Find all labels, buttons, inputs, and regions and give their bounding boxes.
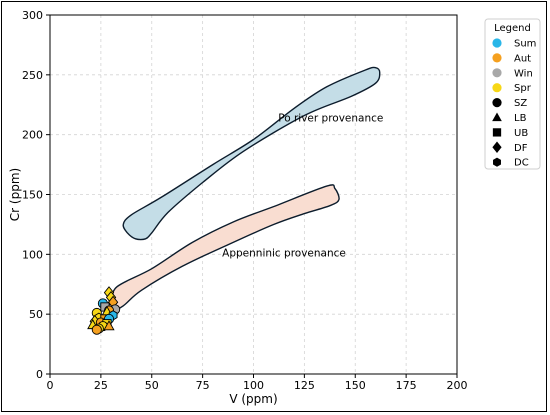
data-point xyxy=(103,320,115,331)
x-tick-label: 100 xyxy=(243,379,264,392)
legend-label: LB xyxy=(514,113,527,124)
legend-marker-ub xyxy=(492,128,502,137)
legend-label: Aut xyxy=(514,53,531,64)
provenance-regions xyxy=(104,66,381,313)
legend-label: SZ xyxy=(514,98,527,109)
x-tick-label: 0 xyxy=(47,379,54,392)
y-tick-label: 50 xyxy=(29,308,43,321)
x-tick-label: 200 xyxy=(447,379,468,392)
y-tick-label: 0 xyxy=(36,368,43,381)
x-tick-label: 25 xyxy=(94,379,108,392)
x-axis-label: V (ppm) xyxy=(229,392,277,406)
region-labels: Po river provenance Appenninic provenance xyxy=(222,113,383,260)
data-point xyxy=(91,324,102,335)
x-tick-label: 175 xyxy=(396,379,417,392)
region-label: Appenninic provenance xyxy=(222,248,346,260)
legend-marker-df xyxy=(492,141,502,154)
y-tick-label: 150 xyxy=(22,189,43,202)
axis-ticks: 0 25 50 75 100 125 150 175 200 0 50 100 150 200 250 300 xyxy=(22,9,468,392)
y-tick-label: 250 xyxy=(22,69,43,82)
legend-marker-sz xyxy=(492,98,502,108)
region-appenninic xyxy=(104,184,340,313)
x-tick-label: 125 xyxy=(294,379,315,392)
legend-marker-dc xyxy=(493,157,501,167)
legend-marker-win xyxy=(492,68,502,78)
data-points xyxy=(87,286,121,335)
legend-marker-lb xyxy=(492,112,502,122)
legend-label: DC xyxy=(514,158,529,169)
legend-marker-spr xyxy=(492,83,502,93)
legend-label: Sum xyxy=(514,39,536,50)
legend-title: Legend xyxy=(494,23,531,34)
x-tick-label: 150 xyxy=(345,379,366,392)
region-label: Po river provenance xyxy=(278,113,383,125)
legend-label: Spr xyxy=(514,83,532,94)
x-tick-label: 75 xyxy=(196,379,210,392)
legend-label: Win xyxy=(514,68,533,79)
legend-marker-sum xyxy=(492,38,502,48)
y-tick-label: 300 xyxy=(22,9,43,22)
legend: Legend Sum Aut Win Spr SZ LB UB DF DC xyxy=(484,18,541,170)
legend-marker-aut xyxy=(492,53,502,63)
region-po-river xyxy=(122,66,381,241)
legend-label: DF xyxy=(514,143,528,154)
x-tick-label: 50 xyxy=(145,379,159,392)
y-axis-label: Cr (ppm) xyxy=(8,168,22,221)
y-tick-label: 200 xyxy=(22,129,43,142)
legend-label: UB xyxy=(514,128,528,139)
y-tick-label: 100 xyxy=(22,248,43,261)
